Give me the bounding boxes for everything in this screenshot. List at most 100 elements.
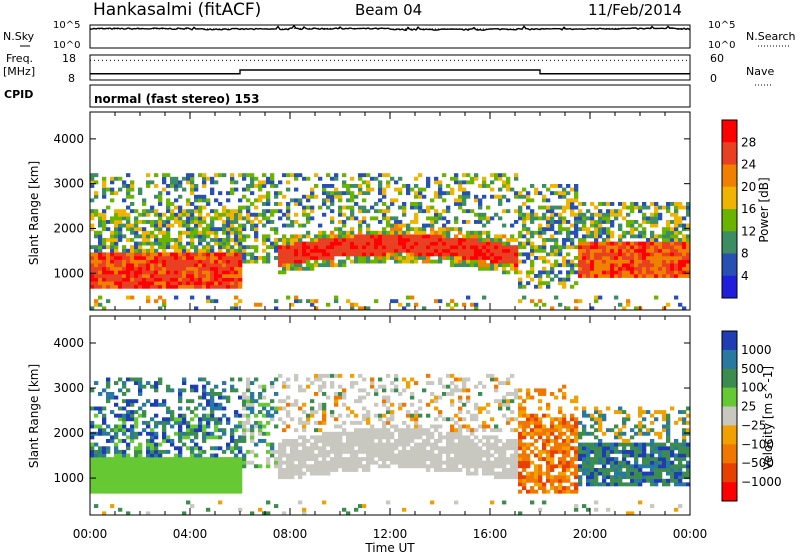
power-cell — [422, 259, 427, 264]
velocity-cell — [350, 460, 355, 465]
power-cell — [410, 234, 415, 239]
velocity-cell — [186, 500, 191, 505]
power-cell — [206, 256, 211, 260]
power-cell — [538, 191, 543, 196]
velocity-cell — [182, 478, 187, 483]
power-cell — [410, 256, 415, 260]
power-cell — [686, 270, 691, 275]
power-cell — [202, 238, 207, 242]
velocity-cell — [202, 439, 207, 443]
velocity-cell — [142, 428, 147, 433]
power-cell — [430, 252, 435, 257]
power-cell — [154, 234, 159, 239]
power-cell — [630, 274, 635, 278]
velocity-cell — [126, 482, 131, 487]
velocity-cell — [470, 413, 475, 418]
power-cell — [574, 220, 579, 224]
velocity-cell — [246, 399, 251, 404]
power-cell — [326, 234, 331, 239]
power-cell — [614, 263, 619, 268]
power-cell — [230, 180, 235, 185]
velocity-cell — [462, 449, 467, 454]
power-cell — [618, 212, 623, 217]
velocity-cell — [314, 428, 319, 433]
power-cell — [522, 245, 527, 250]
velocity-cell — [414, 442, 419, 447]
power-cell — [582, 220, 587, 224]
velocity-cell — [278, 475, 283, 480]
velocity-cell — [98, 406, 103, 411]
velocity-cell — [386, 453, 391, 458]
power-cell — [362, 245, 367, 250]
velocity-cell — [186, 475, 191, 480]
velocity-cell — [538, 507, 543, 512]
power-cell — [238, 281, 243, 286]
velocity-cell — [250, 381, 255, 386]
velocity-cell — [182, 442, 187, 447]
power-cell — [194, 216, 199, 221]
velocity-cell — [522, 453, 527, 458]
velocity-cell — [574, 475, 579, 480]
velocity-cell — [138, 489, 143, 494]
velocity-cell — [282, 381, 287, 386]
velocity-cell — [378, 457, 383, 462]
velocity-cell — [414, 431, 419, 436]
power-cell — [114, 176, 119, 181]
velocity-cell — [190, 453, 195, 458]
power-cell — [122, 184, 127, 188]
velocity-cell — [342, 402, 347, 407]
velocity-cell — [406, 464, 411, 469]
power-cell — [466, 263, 471, 268]
power-cell — [190, 238, 195, 242]
velocity-cell — [266, 442, 271, 447]
velocity-cell — [522, 399, 527, 404]
velocity-cell — [334, 468, 339, 472]
velocity-cell — [290, 439, 295, 443]
velocity-cell — [578, 431, 583, 436]
power-cell — [590, 252, 595, 257]
power-cell — [482, 176, 487, 181]
velocity-cell — [206, 435, 211, 440]
velocity-cell — [166, 471, 171, 476]
power-cell — [122, 274, 127, 278]
velocity-cell — [386, 417, 391, 422]
velocity-cell — [574, 420, 579, 425]
power-cell — [414, 220, 419, 224]
velocity-cell — [514, 395, 519, 400]
power-cell — [338, 191, 343, 196]
power-cell — [286, 205, 291, 210]
power-cell — [266, 191, 271, 196]
nsky-label: N.Sky — [3, 30, 35, 43]
power-cell — [338, 259, 343, 264]
velocity-cell — [466, 410, 471, 415]
power-cell — [218, 277, 223, 282]
noise-panel-frame — [89, 24, 691, 49]
power-cell — [310, 299, 315, 304]
power-cell — [490, 252, 495, 257]
power-cell — [102, 212, 107, 217]
velocity-cell — [574, 449, 579, 454]
velocity-cell — [138, 449, 143, 454]
velocity-cell — [542, 413, 547, 418]
power-cell — [450, 299, 455, 304]
velocity-cell — [278, 449, 283, 454]
power-cell — [426, 184, 431, 188]
power-cell — [250, 259, 255, 264]
power-cell — [682, 216, 687, 221]
power-cell — [562, 277, 567, 282]
power-cell — [478, 234, 483, 239]
velocity-cell — [106, 381, 111, 386]
velocity-cell — [162, 478, 167, 483]
velocity-cell — [506, 442, 511, 447]
velocity-cell — [230, 475, 235, 480]
power-cell — [218, 241, 223, 246]
velocity-cell — [102, 475, 107, 480]
velocity-cell — [410, 464, 415, 469]
velocity-cell — [522, 410, 527, 415]
power-cell — [394, 256, 399, 260]
power-cell — [666, 238, 671, 242]
power-cell — [206, 245, 211, 250]
power-cell — [110, 234, 115, 239]
velocity-cell — [598, 428, 603, 433]
power-cell — [586, 252, 591, 257]
